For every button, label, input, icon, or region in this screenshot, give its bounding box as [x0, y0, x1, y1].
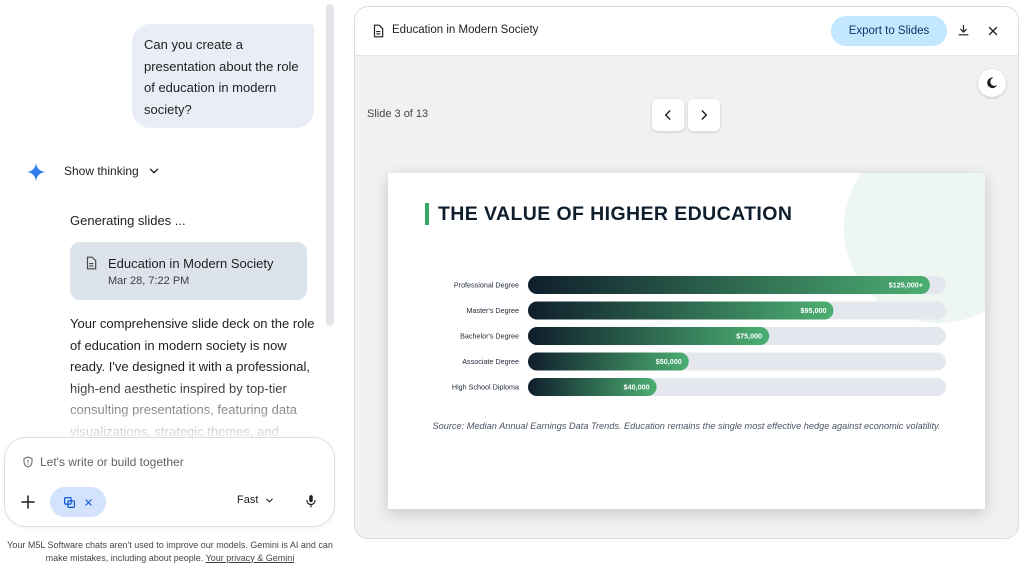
- bar-category-label: High School Diploma: [452, 383, 519, 392]
- slide-title: THE VALUE OF HIGHER EDUCATION: [438, 203, 793, 225]
- moon-icon: [987, 77, 998, 89]
- bar-category-label: Professional Degree: [454, 281, 519, 290]
- mode-selector[interactable]: Fast: [237, 494, 275, 506]
- bar-value-label: $125,000+: [889, 281, 923, 290]
- download-icon[interactable]: [957, 24, 970, 37]
- bar-value-label: $95,000: [800, 306, 826, 315]
- bar-category-label: Bachelor's Degree: [460, 332, 519, 341]
- tool-chip[interactable]: [50, 487, 106, 517]
- slide-counter: Slide 3 of 13: [367, 108, 429, 120]
- slides-preview-panel: Education in Modern Society Export to Sl…: [354, 6, 1019, 539]
- bar: [528, 378, 657, 396]
- panel-title: Education in Modern Society: [392, 24, 539, 36]
- chevron-right-icon: [701, 110, 708, 120]
- export-to-slides-button[interactable]: Export to Slides: [831, 16, 947, 46]
- file-card-text: Education in Modern Society Mar 28, 7:22…: [108, 256, 273, 287]
- earnings-bar-chart: Professional Degree $125,000+ Master's Deg…: [452, 276, 946, 396]
- close-icon[interactable]: [987, 25, 999, 37]
- show-thinking-label: Show thinking: [64, 164, 139, 178]
- chat-column: Can you create a presentation about the …: [0, 0, 340, 576]
- slide-source-note: Source: Median Annual Earnings Data Tren…: [432, 421, 941, 431]
- document-icon: [86, 256, 97, 270]
- user-message: Can you create a presentation about the …: [132, 24, 314, 128]
- response-fade: [60, 380, 330, 440]
- chat-scrollbar[interactable]: [326, 4, 334, 326]
- bar-value-label: $75,000: [736, 332, 762, 341]
- bar-value-label: $50,000: [656, 357, 682, 366]
- mic-icon[interactable]: [304, 493, 318, 509]
- next-slide-button[interactable]: [688, 99, 720, 131]
- bar: [528, 352, 689, 371]
- close-icon[interactable]: [84, 498, 93, 507]
- bar-category-label: Master's Degree: [466, 306, 519, 315]
- bar-category-label: Associate Degree: [462, 357, 519, 366]
- status-text: Generating slides ...: [70, 213, 186, 228]
- sparkle-icon: [26, 162, 46, 182]
- plus-icon[interactable]: [19, 493, 37, 511]
- composer-prompt[interactable]: Let's write or build together: [22, 455, 184, 469]
- composer-placeholder: Let's write or build together: [40, 455, 184, 469]
- title-accent-bar: [425, 203, 429, 225]
- chevron-down-icon: [266, 498, 274, 502]
- previous-slide-button[interactable]: [652, 99, 684, 131]
- composer[interactable]: Let's write or build together Fast: [4, 437, 335, 527]
- bar: [528, 276, 930, 294]
- chevron-down-icon: [149, 168, 158, 174]
- bar: [528, 301, 834, 320]
- chevron-left-icon: [664, 110, 671, 120]
- slide-canvas: THE VALUE OF HIGHER EDUCATION Profession…: [388, 173, 985, 509]
- mode-label: Fast: [237, 494, 259, 506]
- privacy-link[interactable]: Your privacy & Gemini: [205, 552, 295, 563]
- bar: [528, 327, 770, 345]
- file-card-date: Mar 28, 7:22 PM: [108, 274, 190, 287]
- tools-icon: [64, 496, 75, 508]
- file-card-title: Education in Modern Society: [108, 255, 274, 271]
- disclaimer: Your M5L Software chats aren't used to i…: [0, 539, 340, 564]
- slides-file-card[interactable]: Education in Modern Society Mar 28, 7:22…: [70, 242, 307, 300]
- bar-value-label: $40,000: [624, 383, 650, 392]
- panel-header: Education in Modern Society Export to Sl…: [355, 7, 1018, 56]
- document-icon: [373, 24, 384, 38]
- theme-toggle-button[interactable]: [978, 69, 1006, 97]
- show-thinking-toggle[interactable]: Show thinking: [64, 161, 161, 181]
- shield-icon: [23, 456, 33, 468]
- disclaimer-text: Your M5L Software chats aren't used to i…: [7, 540, 333, 563]
